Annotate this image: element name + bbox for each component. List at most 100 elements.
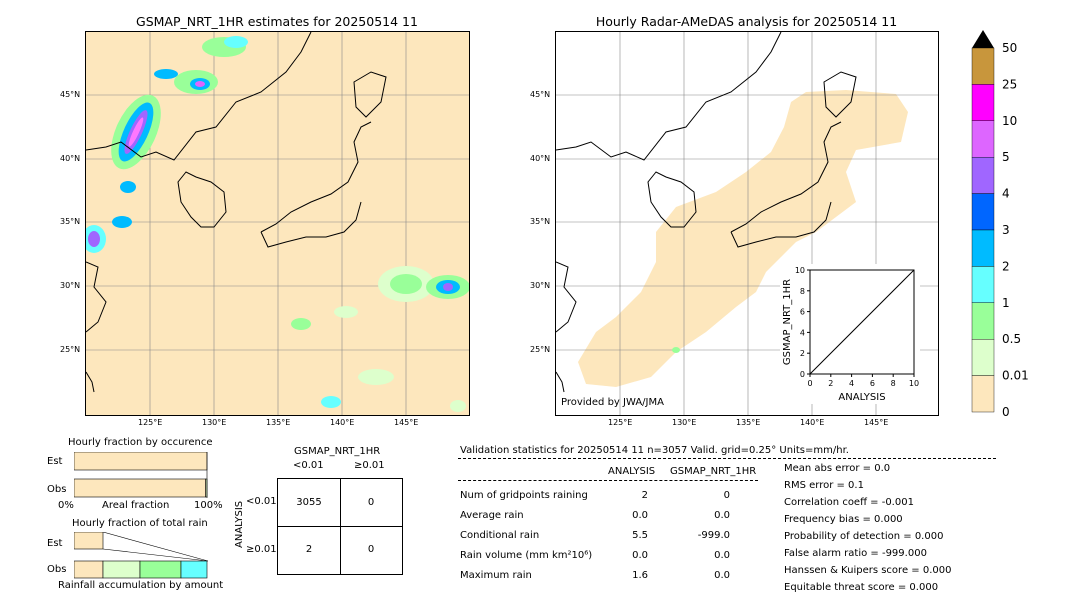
left-lat-35: 35°N	[60, 217, 81, 226]
occurrence-canvas	[73, 451, 208, 498]
validation-header: Validation statistics for 20250514 11 n=…	[460, 445, 849, 456]
right-lat-45: 45°N	[530, 90, 551, 99]
colorbar-tick-label: 10	[1002, 114, 1017, 128]
x-axis-label: ANALYSIS	[838, 392, 885, 403]
y-tick-label: 8	[800, 287, 805, 296]
occurrence-axis-right: 100%	[194, 500, 223, 511]
left-lat-25: 25°N	[60, 345, 81, 354]
right-lon-125: 125°E	[608, 418, 633, 427]
contingency-col-lt: <0.01	[293, 460, 324, 471]
colorbar-tick-label: 1	[1002, 296, 1010, 310]
occurrence-bars	[73, 451, 208, 498]
right-lon-140: 140°E	[800, 418, 825, 427]
left-map-panel	[85, 31, 470, 416]
stat-label: Rain volume (mm km²10⁶)	[460, 550, 593, 561]
right-lon-130: 130°E	[672, 418, 697, 427]
occurrence-bar-dry	[73, 478, 206, 498]
contingency-row-axis: ANALYSIS	[234, 500, 245, 548]
y-tick-label: 10	[795, 266, 805, 275]
validation-divider	[458, 458, 996, 459]
y-tick-label: 2	[800, 349, 805, 358]
x-tick-label: 6	[870, 379, 875, 388]
colorbar-segment	[971, 302, 995, 340]
cell-hits-none: 3055	[296, 497, 322, 508]
x-tick-label: 2	[828, 379, 833, 388]
cell-hits: 0	[367, 544, 375, 555]
cell-misses: 2	[305, 544, 313, 555]
score-line: Correlation coeff = -0.001	[784, 497, 914, 508]
score-line: False alarm ratio = -999.000	[784, 548, 927, 559]
radar-credit: Provided by JWA/JMA	[561, 397, 664, 408]
cell-false-alarm: 0	[367, 497, 375, 508]
score-line: Hanssen & Kuipers score = 0.000	[784, 565, 952, 576]
colorbar: 50 25 10 5 4 3 2 1 0.5 0.01 0	[966, 28, 1036, 419]
total-rain-obs-label: Obs	[47, 564, 67, 575]
colorbar-tick-label: 3	[1002, 223, 1010, 237]
colorbar-segment	[971, 266, 995, 303]
contingency-col-ge: ≥0.01	[354, 460, 385, 471]
occurrence-obs-label: Obs	[47, 484, 67, 495]
colorbar-tick-label: 5	[1002, 150, 1010, 164]
left-map-title: GSMAP_NRT_1HR estimates for 20250514 11	[136, 14, 418, 29]
colorbar-tick-label: 0	[1002, 405, 1010, 418]
right-lat-30: 30°N	[530, 281, 551, 290]
colorbar-tick-label: 2	[1002, 259, 1010, 273]
right-map-panel	[555, 31, 939, 416]
colorbar-segment	[971, 229, 995, 267]
stat-label: Maximum rain	[460, 570, 532, 581]
stat-gsmap-value: -999.0	[697, 530, 730, 541]
occurrence-est-label: Est	[47, 456, 63, 467]
score-line: Frequency bias = 0.000	[784, 514, 903, 525]
contingency-row-ge: ≥0.01	[246, 544, 277, 555]
left-lat-40: 40°N	[60, 154, 81, 163]
y-tick-label: 4	[800, 328, 805, 337]
x-tick-label: 8	[891, 379, 896, 388]
stat-analysis-value: 5.5	[632, 530, 648, 541]
left-lon-135: 135°E	[266, 418, 291, 427]
contingency-table: 3055 0 2 0	[277, 478, 403, 575]
right-lon-135: 135°E	[736, 418, 761, 427]
left-lon-145: 145°E	[394, 418, 419, 427]
x-tick-label: 4	[849, 379, 854, 388]
stat-gsmap-value: 0	[723, 490, 730, 501]
colorbar-segment	[971, 156, 995, 194]
col-gsmap: GSMAP_NRT_1HR	[670, 466, 757, 477]
y-axis-label: GSMAP_NRT_1HR	[782, 279, 793, 365]
left-lat-30: 30°N	[60, 281, 81, 290]
validation-divider-2	[458, 480, 758, 481]
stat-gsmap-value: 0.0	[714, 550, 730, 561]
colorbar-tick-label: 4	[1002, 187, 1010, 201]
stat-analysis-value: 0.0	[632, 510, 648, 521]
score-line: Probability of detection = 0.000	[784, 531, 944, 542]
right-map-title: Hourly Radar-AMeDAS analysis for 2025051…	[595, 14, 898, 29]
score-line: Mean abs error = 0.0	[784, 463, 891, 474]
occurrence-title: Hourly fraction by occurence	[68, 437, 213, 448]
stat-gsmap-value: 0.0	[714, 570, 730, 581]
x-tick-label: 10	[909, 379, 919, 388]
colorbar-segment	[971, 120, 995, 158]
left-lon-125: 125°E	[138, 418, 163, 427]
y-tick-label: 0	[800, 370, 805, 379]
total-rain-est-label: Est	[47, 538, 63, 549]
right-lat-25: 25°N	[530, 345, 551, 354]
colorbar-tick-label: 0.01	[1002, 369, 1029, 383]
total-rain-bars	[73, 531, 209, 579]
colorbar-tick-label: 25	[1002, 77, 1017, 91]
occurrence-bar-dry	[73, 451, 208, 471]
colorbar-segment	[971, 193, 995, 231]
colorbar-segment	[971, 47, 995, 85]
left-map-canvas	[86, 32, 469, 415]
right-lon-145: 145°E	[864, 418, 889, 427]
coastline	[86, 32, 387, 393]
stat-label: Average rain	[460, 510, 524, 521]
y-tick-label: 6	[800, 308, 805, 317]
diagonal-line	[809, 269, 915, 375]
stat-label: Num of gridpoints raining	[460, 490, 588, 501]
precip-blobs	[86, 36, 469, 412]
colorbar-tick-label: 50	[1002, 41, 1017, 55]
colorbar-tick-label: 0.5	[1002, 332, 1021, 346]
total-rain-canvas	[73, 531, 209, 579]
right-lat-35: 35°N	[530, 217, 551, 226]
col-analysis: ANALYSIS	[608, 466, 656, 477]
score-line: Equitable threat score = 0.000	[784, 582, 939, 593]
